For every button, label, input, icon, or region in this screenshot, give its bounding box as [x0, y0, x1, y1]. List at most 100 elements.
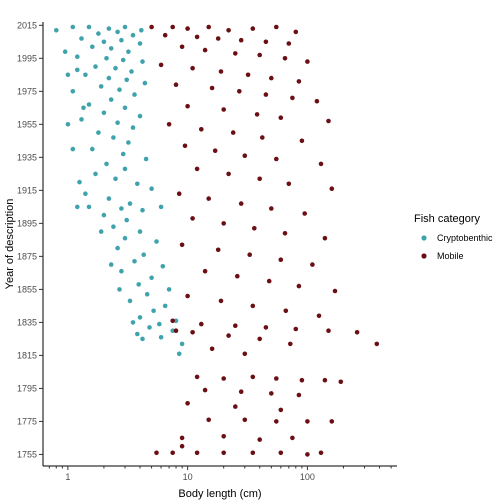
- data-point: [293, 29, 299, 35]
- data-point: [209, 346, 215, 352]
- y-tick-label: 1855: [17, 284, 37, 294]
- data-point: [199, 127, 204, 132]
- data-point: [296, 283, 302, 289]
- data-point: [108, 97, 114, 102]
- data-point: [290, 95, 295, 101]
- y-tick-label: 1815: [17, 350, 37, 360]
- data-point: [96, 31, 101, 36]
- data-point: [119, 268, 124, 274]
- x-tick-label: 100: [300, 472, 315, 482]
- data-point: [286, 181, 292, 187]
- y-tick-label: 2015: [17, 20, 37, 30]
- data-point: [254, 112, 260, 117]
- legend: Fish category Cryptobenthic Mobile: [414, 213, 493, 261]
- data-point: [140, 336, 145, 342]
- data-point: [206, 417, 211, 423]
- data-point: [257, 437, 263, 442]
- data-point: [122, 166, 128, 172]
- data-point: [79, 36, 84, 41]
- data-point: [242, 351, 248, 357]
- data-point: [151, 308, 156, 314]
- data-point: [269, 75, 274, 81]
- data-point: [194, 34, 200, 40]
- data-point: [115, 29, 120, 35]
- data-point: [218, 69, 224, 74]
- data-point: [235, 273, 240, 279]
- series-mobile: [149, 24, 380, 457]
- data-point: [132, 259, 137, 264]
- data-point: [93, 64, 98, 69]
- data-point: [77, 179, 82, 185]
- data-point: [65, 122, 71, 127]
- data-point: [257, 52, 263, 58]
- data-point: [316, 313, 322, 319]
- data-point: [117, 287, 122, 292]
- data-point: [139, 28, 144, 33]
- data-point: [299, 377, 305, 383]
- data-point: [250, 303, 256, 309]
- data-point: [122, 24, 128, 30]
- data-point: [250, 374, 256, 380]
- data-point: [202, 387, 208, 393]
- data-point: [170, 318, 175, 324]
- data-point: [179, 341, 185, 347]
- data-point: [137, 229, 143, 234]
- data-point: [250, 26, 256, 31]
- y-tick-label: 1975: [17, 86, 37, 96]
- data-point: [322, 235, 328, 241]
- y-tick-label: 1935: [17, 152, 37, 162]
- data-point: [278, 115, 284, 120]
- data-point: [160, 264, 166, 269]
- data-point: [149, 275, 154, 281]
- data-point: [83, 191, 88, 196]
- y-tick-label: 1875: [17, 251, 37, 261]
- data-point: [226, 28, 231, 33]
- data-point: [127, 201, 133, 206]
- data-point: [119, 206, 124, 211]
- data-point: [166, 287, 172, 292]
- data-point: [170, 24, 175, 30]
- data-point: [238, 201, 244, 206]
- data-point: [79, 117, 84, 122]
- data-point: [86, 102, 92, 107]
- data-point: [299, 138, 305, 144]
- data-point: [142, 80, 148, 86]
- data-point: [288, 341, 293, 347]
- data-point: [101, 39, 107, 45]
- data-point: [329, 186, 335, 191]
- y-tick-label: 1955: [17, 119, 37, 129]
- data-point: [113, 176, 118, 182]
- data-point: [90, 146, 95, 152]
- data-point: [221, 376, 226, 381]
- data-point: [147, 325, 152, 330]
- data-point: [135, 331, 140, 337]
- y-tick-label: 1895: [17, 218, 37, 228]
- data-point: [83, 72, 88, 78]
- data-point: [124, 217, 129, 223]
- data-point: [190, 216, 195, 221]
- data-point: [257, 336, 263, 342]
- y-tick-label: 1915: [17, 185, 37, 195]
- data-point: [194, 450, 200, 456]
- data-point: [90, 44, 95, 50]
- data-point: [278, 407, 284, 413]
- x-tick-label: 10: [183, 472, 193, 482]
- data-point: [318, 450, 324, 456]
- data-point: [274, 376, 279, 381]
- data-point: [62, 49, 68, 54]
- data-point: [106, 196, 112, 201]
- data-point: [329, 419, 335, 424]
- data-point: [75, 204, 80, 210]
- data-point: [318, 161, 324, 167]
- legend-key-cryptobenthic: [421, 235, 427, 241]
- y-tick-label: 1835: [17, 317, 37, 327]
- data-point: [127, 298, 133, 304]
- data-point: [212, 148, 218, 153]
- data-point: [206, 24, 211, 30]
- data-point: [238, 37, 244, 43]
- data-point: [122, 235, 128, 241]
- data-point: [86, 204, 92, 210]
- data-point: [98, 229, 104, 234]
- data-point: [101, 110, 107, 116]
- data-point: [182, 143, 188, 149]
